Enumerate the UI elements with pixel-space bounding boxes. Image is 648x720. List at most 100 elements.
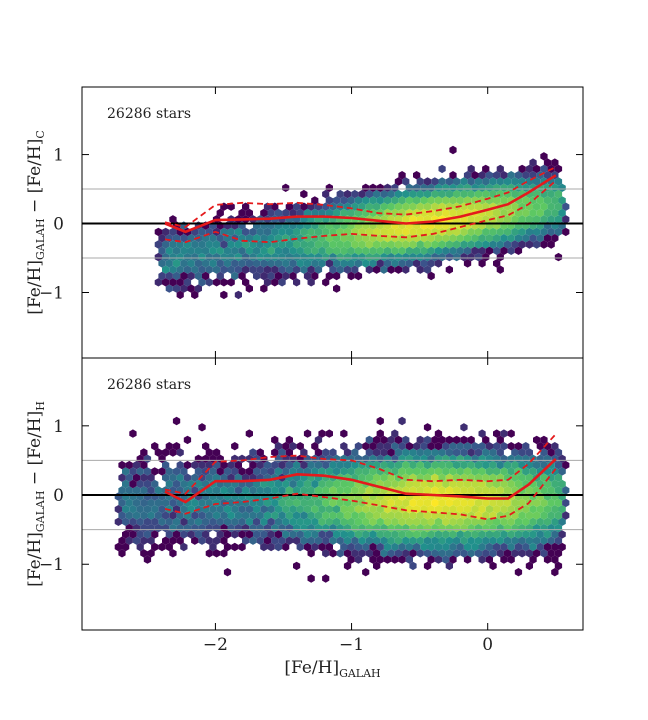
hexbin-cell <box>474 511 483 520</box>
hexbin-cell <box>256 227 264 237</box>
hexbin-cell <box>482 435 490 445</box>
hexbin-cell <box>140 498 148 508</box>
hexbin-cell <box>333 284 341 293</box>
hexbin-cell <box>212 252 221 262</box>
hexbin-cell <box>260 479 268 489</box>
hexbin-cell <box>183 473 192 482</box>
hexbin-cell <box>362 530 370 539</box>
hexbin-cell <box>442 542 450 552</box>
hexbin-cell <box>482 240 490 249</box>
hexbin-cell <box>376 555 384 564</box>
hexbin-cell <box>147 536 155 545</box>
hexbin-cell <box>176 252 184 262</box>
hexbin-cell <box>282 530 290 539</box>
hexbin-cell <box>449 442 457 451</box>
hexbin-cell <box>223 246 232 255</box>
hexbin-cell <box>453 240 461 249</box>
hexbin-cell <box>413 479 421 489</box>
hexbin-cell <box>493 442 501 451</box>
hexbin-cell <box>274 479 283 489</box>
hexbin-cell <box>136 467 144 476</box>
hexbin-cell <box>220 536 228 545</box>
hexbin-cell <box>474 473 483 482</box>
hexbin-cell <box>514 542 523 552</box>
hexbin-cell <box>482 536 490 545</box>
hexbin-cell <box>125 473 133 482</box>
hexbin-cell <box>172 271 181 281</box>
hexbin-cell <box>343 265 352 274</box>
hexbin-cell <box>369 208 377 218</box>
hexbin-cell <box>467 189 475 199</box>
hexbin-cell <box>234 240 242 249</box>
hexbin-cell <box>478 246 486 255</box>
hexbin-cell <box>282 271 290 281</box>
hexbin-cell <box>467 523 475 533</box>
hexbin-cell <box>311 442 319 451</box>
hexbin-cell <box>234 473 242 482</box>
hexbin-cell <box>402 189 410 199</box>
hexbin-cell <box>376 246 384 255</box>
hexbin-cell <box>231 271 239 281</box>
hexbin-cell <box>551 479 559 489</box>
hexbin-cell <box>340 467 348 476</box>
hexbin-cell <box>293 202 301 211</box>
hexbin-cell <box>485 442 493 451</box>
hexbin-cell <box>242 227 250 237</box>
hexbin-cell <box>267 542 275 552</box>
hexbin-cell <box>176 511 184 520</box>
hexbin-cell <box>449 234 457 243</box>
hexbin-cell <box>551 530 559 539</box>
hexbin-cell <box>227 511 235 520</box>
hexbin-cell <box>296 208 304 218</box>
hexbin-cell <box>543 505 552 514</box>
hexbin-cell <box>198 511 206 520</box>
hexbin-cell <box>438 486 446 495</box>
hexbin-cell <box>129 517 137 526</box>
hexbin-cell <box>325 259 333 268</box>
hexbin-cell <box>391 530 399 539</box>
hexbin-cell <box>136 530 144 539</box>
hexbin-cell <box>543 542 552 552</box>
hexbin-cell <box>540 536 548 545</box>
hexbin-cell <box>474 536 483 545</box>
hexbin-cell <box>514 517 523 526</box>
hexbin-cell <box>172 467 181 476</box>
hexbin-cell <box>223 542 232 552</box>
hexbin-cell <box>511 189 519 199</box>
hexbin-cell <box>282 183 290 192</box>
hexbin-cell <box>234 252 242 262</box>
hexbin-cell <box>394 448 403 457</box>
hexbin-cell <box>267 208 275 218</box>
hexbin-cell <box>238 208 246 218</box>
hexbin-cell <box>271 498 279 508</box>
hexbin-cell <box>554 227 563 237</box>
hexbin-cell <box>202 246 210 255</box>
hexbin-cell <box>172 284 181 293</box>
hexbin-cell <box>405 442 413 451</box>
hexbin-cell <box>431 498 439 508</box>
hexbin-cell <box>500 246 508 255</box>
hexbin-cell <box>176 473 184 482</box>
hexbin-cell <box>118 460 126 470</box>
hexbin-cell <box>529 467 537 476</box>
hexbin-cell <box>391 542 399 552</box>
hexbin-cell <box>340 479 348 489</box>
hexbin-cell <box>132 498 141 508</box>
hexbin-cell <box>191 511 199 520</box>
hexbin-cell <box>514 208 523 218</box>
hexbin-cell <box>271 511 279 520</box>
hexbin-cell <box>551 196 559 205</box>
hexbin-cell <box>482 252 490 262</box>
hexbin-cell <box>463 442 472 451</box>
hexbin-cell <box>449 555 457 564</box>
hexbin-cell <box>307 498 315 508</box>
bottom-y-axis-label: [Fe/H]GALAH − [Fe/H]H <box>25 401 47 587</box>
hexbin-cell <box>398 530 406 539</box>
hexbin-cell <box>533 164 541 174</box>
hexbin-cell <box>125 511 133 520</box>
hexbin-cell <box>434 517 443 526</box>
hexbin-cell <box>162 448 170 457</box>
hexbin-cell <box>474 498 483 508</box>
hexbin-cell <box>325 542 333 552</box>
hexbin-cell <box>507 234 515 243</box>
